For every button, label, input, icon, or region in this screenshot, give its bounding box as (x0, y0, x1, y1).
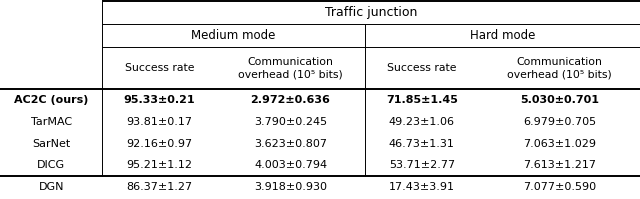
Text: 49.23±1.06: 49.23±1.06 (388, 117, 455, 127)
Text: 4.003±0.794: 4.003±0.794 (254, 160, 327, 170)
Text: 6.979±0.705: 6.979±0.705 (523, 117, 596, 127)
Text: 5.030±0.701: 5.030±0.701 (520, 95, 599, 105)
Text: SarNet: SarNet (32, 139, 70, 149)
Text: 71.85±1.45: 71.85±1.45 (386, 95, 458, 105)
Text: Medium mode: Medium mode (191, 29, 276, 42)
Text: 86.37±1.27: 86.37±1.27 (126, 182, 193, 192)
Text: 2.972±0.636: 2.972±0.636 (251, 95, 330, 105)
Text: 7.077±0.590: 7.077±0.590 (523, 182, 596, 192)
Text: 95.33±0.21: 95.33±0.21 (124, 95, 195, 105)
Text: Success rate: Success rate (387, 63, 456, 73)
Text: 3.790±0.245: 3.790±0.245 (254, 117, 327, 127)
Text: 7.063±1.029: 7.063±1.029 (523, 139, 596, 149)
Text: 93.81±0.17: 93.81±0.17 (126, 117, 193, 127)
Text: 92.16±0.97: 92.16±0.97 (126, 139, 193, 149)
Text: 3.623±0.807: 3.623±0.807 (254, 139, 327, 149)
Text: DGN: DGN (38, 182, 64, 192)
Text: Traffic junction: Traffic junction (325, 6, 417, 19)
Text: AC2C (ours): AC2C (ours) (14, 95, 88, 105)
Text: Communication
overhead (10⁵ bits): Communication overhead (10⁵ bits) (507, 57, 612, 79)
Text: 46.73±1.31: 46.73±1.31 (389, 139, 454, 149)
Text: DICG: DICG (37, 160, 65, 170)
Text: 53.71±2.77: 53.71±2.77 (388, 160, 455, 170)
Text: TarMAC: TarMAC (31, 117, 72, 127)
Text: 17.43±3.91: 17.43±3.91 (388, 182, 455, 192)
Text: Communication
overhead (10⁵ bits): Communication overhead (10⁵ bits) (238, 57, 343, 79)
Text: Hard mode: Hard mode (470, 29, 535, 42)
Text: 95.21±1.12: 95.21±1.12 (126, 160, 193, 170)
Text: Success rate: Success rate (125, 63, 194, 73)
Text: 3.918±0.930: 3.918±0.930 (254, 182, 327, 192)
Text: 7.613±1.217: 7.613±1.217 (523, 160, 596, 170)
